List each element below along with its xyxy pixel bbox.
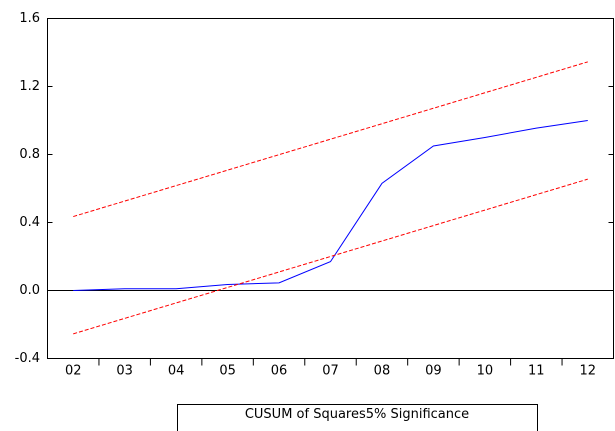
x-tick-label: 05 xyxy=(219,364,236,379)
plot-frame xyxy=(47,18,614,359)
y-tick-label: 0.4 xyxy=(19,215,40,230)
legend-label: 5% Significance xyxy=(366,407,469,422)
y-tick-label: 0.0 xyxy=(19,283,40,298)
x-tick-label: 02 xyxy=(65,364,82,379)
legend-box xyxy=(177,404,538,431)
x-tick-label: 06 xyxy=(271,364,288,379)
series-line xyxy=(73,61,588,218)
y-tick-label: 1.2 xyxy=(19,79,40,94)
series-line xyxy=(73,178,588,335)
legend-label: CUSUM of Squares xyxy=(245,407,366,422)
x-tick-label: 03 xyxy=(116,364,133,379)
x-tick-label: 12 xyxy=(579,364,596,379)
x-tick-label: 10 xyxy=(477,364,494,379)
x-tick-label: 11 xyxy=(528,364,545,379)
series-line xyxy=(73,120,588,291)
x-tick-label: 04 xyxy=(168,364,185,379)
x-tick-label: 08 xyxy=(374,364,391,379)
x-tick-label: 09 xyxy=(425,364,442,379)
y-tick-label: 0.8 xyxy=(19,147,40,162)
legend: CUSUM of Squares5% Significance xyxy=(245,407,469,422)
y-tick-label: 1.6 xyxy=(19,11,40,26)
y-tick-label: -0.4 xyxy=(15,351,40,366)
x-tick-label: 07 xyxy=(322,364,339,379)
